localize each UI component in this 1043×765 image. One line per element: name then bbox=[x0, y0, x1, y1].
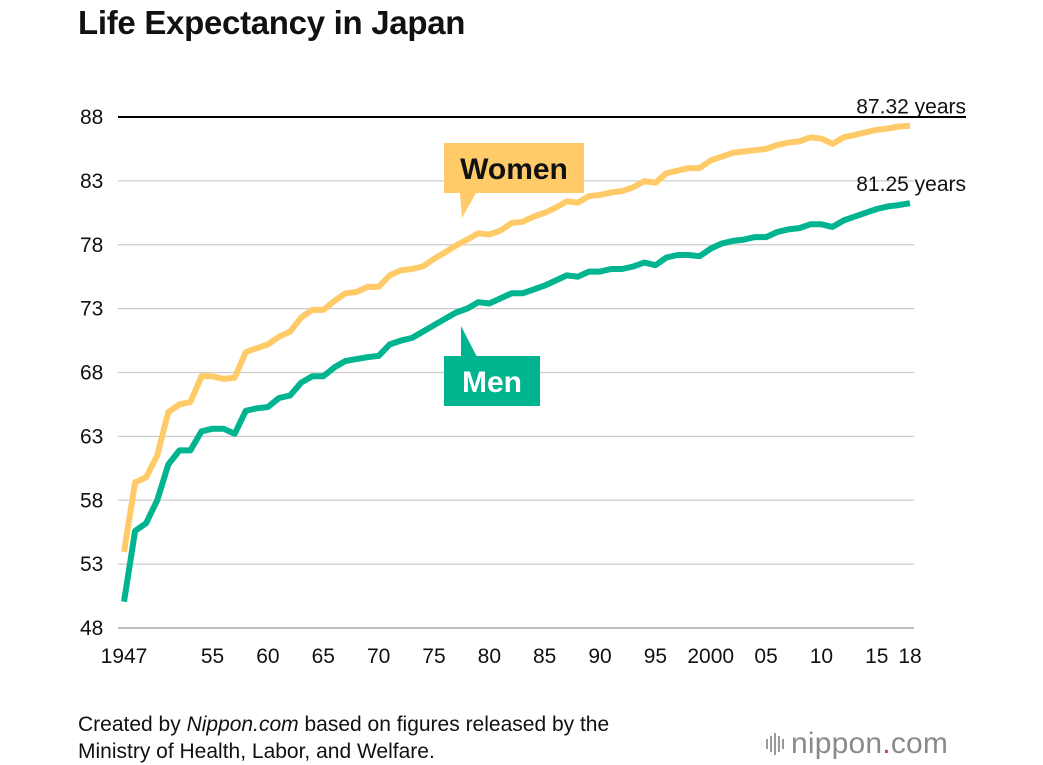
y-tick-label: 78 bbox=[80, 234, 103, 257]
x-tick-label: 55 bbox=[201, 645, 224, 668]
x-tick-label: 80 bbox=[478, 645, 501, 668]
x-tick-label: 10 bbox=[810, 645, 833, 668]
gridlines bbox=[118, 116, 966, 629]
source-note-line2: Ministry of Health, Labor, and Welfare. bbox=[78, 740, 435, 763]
y-tick-label: 68 bbox=[80, 362, 103, 385]
logo-name: nippon bbox=[791, 727, 883, 760]
x-tick-label: 90 bbox=[588, 645, 611, 668]
women-callout-box bbox=[444, 143, 584, 193]
y-tick-label: 58 bbox=[80, 489, 103, 512]
x-tick-label: 2000 bbox=[687, 645, 734, 668]
x-tick-label: 70 bbox=[367, 645, 390, 668]
men-line bbox=[121, 200, 911, 603]
x-tick-label: 18 bbox=[898, 645, 921, 668]
y-tick-label: 83 bbox=[80, 170, 103, 193]
women-line bbox=[121, 122, 911, 553]
x-tick-label: 1947 bbox=[101, 645, 148, 668]
men-end-label: 81.25 years bbox=[856, 173, 966, 196]
men-callout-box bbox=[444, 356, 540, 406]
x-tick-label: 65 bbox=[312, 645, 335, 668]
y-tick-label: 88 bbox=[80, 106, 103, 129]
callouts: Women Men bbox=[444, 143, 584, 406]
y-tick-label: 48 bbox=[80, 617, 103, 640]
source-note-prefix: Created by bbox=[78, 713, 187, 736]
series-lines: 87.32 years 81.25 years bbox=[121, 96, 966, 603]
women-callout-pointer bbox=[460, 193, 476, 218]
x-tick-label: 75 bbox=[422, 645, 445, 668]
source-name: Nippon.com bbox=[186, 713, 299, 736]
men-callout-pointer bbox=[461, 326, 477, 357]
women-callout-label: Women bbox=[460, 153, 568, 186]
logo-suffix: com bbox=[890, 727, 949, 760]
y-tick-label: 63 bbox=[80, 425, 103, 448]
chart-title: Life Expectancy in Japan bbox=[78, 4, 466, 41]
nippon-logo: nippon.com bbox=[766, 727, 948, 761]
x-tick-label: 15 bbox=[865, 645, 888, 668]
logo-dot: . bbox=[882, 727, 891, 760]
men-callout-label: Men bbox=[462, 366, 522, 399]
x-tick-label: 05 bbox=[754, 645, 777, 668]
y-axis-ticks: 48 53 58 63 68 73 78 83 88 bbox=[80, 106, 103, 640]
women-end-label: 87.32 years bbox=[856, 96, 966, 119]
x-tick-label: 95 bbox=[644, 645, 667, 668]
y-tick-label: 73 bbox=[80, 298, 103, 321]
x-axis-ticks: 1947 55 60 65 70 75 80 85 90 95 2000 05 10 15 18 bbox=[101, 645, 922, 668]
source-note: Created by Nippon.com based on figures r… bbox=[78, 711, 609, 765]
x-tick-label: 60 bbox=[256, 645, 279, 668]
y-tick-label: 53 bbox=[80, 553, 103, 576]
x-tick-label: 85 bbox=[533, 645, 556, 668]
source-note-suffix: based on figures released by the bbox=[298, 713, 610, 736]
logo-bars-icon bbox=[766, 733, 784, 755]
